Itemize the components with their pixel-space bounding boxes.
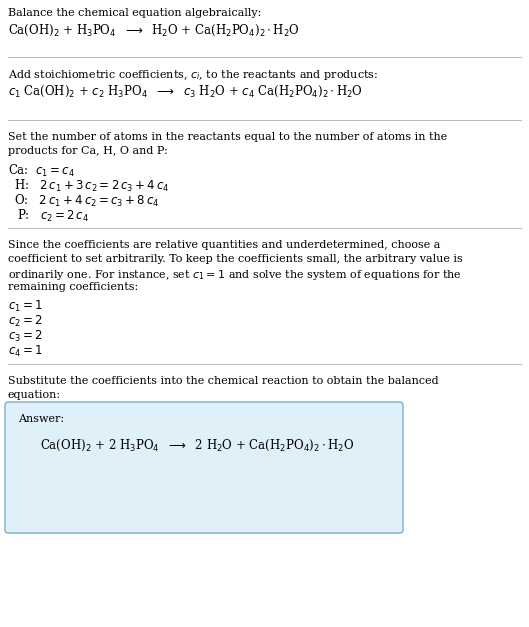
Text: $c_1 = 1$: $c_1 = 1$ — [8, 299, 43, 314]
Text: $c_2 = 2$: $c_2 = 2$ — [8, 314, 43, 329]
Text: $c_1$ Ca(OH)$_2$ + $c_2$ H$_3$PO$_4$  $\longrightarrow$  $c_3$ H$_2$O + $c_4$ Ca: $c_1$ Ca(OH)$_2$ + $c_2$ H$_3$PO$_4$ $\l… — [8, 84, 363, 99]
Text: remaining coefficients:: remaining coefficients: — [8, 282, 138, 292]
Text: Ca(OH)$_2$ + 2 H$_3$PO$_4$  $\longrightarrow$  2 H$_2$O + Ca(H$_2$PO$_4$)$_2\cdo: Ca(OH)$_2$ + 2 H$_3$PO$_4$ $\longrightar… — [40, 438, 354, 453]
Text: H:   $2\,c_1 + 3\,c_2 = 2\,c_3 + 4\,c_4$: H: $2\,c_1 + 3\,c_2 = 2\,c_3 + 4\,c_4$ — [14, 178, 170, 194]
FancyBboxPatch shape — [5, 402, 403, 533]
Text: $c_3 = 2$: $c_3 = 2$ — [8, 329, 43, 344]
Text: Set the number of atoms in the reactants equal to the number of atoms in the: Set the number of atoms in the reactants… — [8, 132, 447, 142]
Text: $c_4 = 1$: $c_4 = 1$ — [8, 344, 43, 359]
Text: Ca(OH)$_2$ + H$_3$PO$_4$  $\longrightarrow$  H$_2$O + Ca(H$_2$PO$_4$)$_2\cdot$H$: Ca(OH)$_2$ + H$_3$PO$_4$ $\longrightarro… — [8, 23, 300, 38]
Text: Balance the chemical equation algebraically:: Balance the chemical equation algebraica… — [8, 8, 261, 18]
Text: P:   $c_2 = 2\,c_4$: P: $c_2 = 2\,c_4$ — [17, 208, 89, 224]
Text: Since the coefficients are relative quantities and underdetermined, choose a: Since the coefficients are relative quan… — [8, 240, 440, 250]
Text: Ca:  $c_1 = c_4$: Ca: $c_1 = c_4$ — [8, 163, 75, 179]
Text: products for Ca, H, O and P:: products for Ca, H, O and P: — [8, 146, 168, 156]
Text: ordinarily one. For instance, set $c_1 = 1$ and solve the system of equations fo: ordinarily one. For instance, set $c_1 =… — [8, 268, 462, 282]
Text: Answer:: Answer: — [18, 414, 64, 424]
Text: coefficient to set arbitrarily. To keep the coefficients small, the arbitrary va: coefficient to set arbitrarily. To keep … — [8, 254, 463, 264]
Text: Substitute the coefficients into the chemical reaction to obtain the balanced: Substitute the coefficients into the che… — [8, 376, 439, 386]
Text: equation:: equation: — [8, 390, 61, 400]
Text: O:   $2\,c_1 + 4\,c_2 = c_3 + 8\,c_4$: O: $2\,c_1 + 4\,c_2 = c_3 + 8\,c_4$ — [14, 193, 160, 209]
Text: Add stoichiometric coefficients, $c_i$, to the reactants and products:: Add stoichiometric coefficients, $c_i$, … — [8, 68, 378, 82]
